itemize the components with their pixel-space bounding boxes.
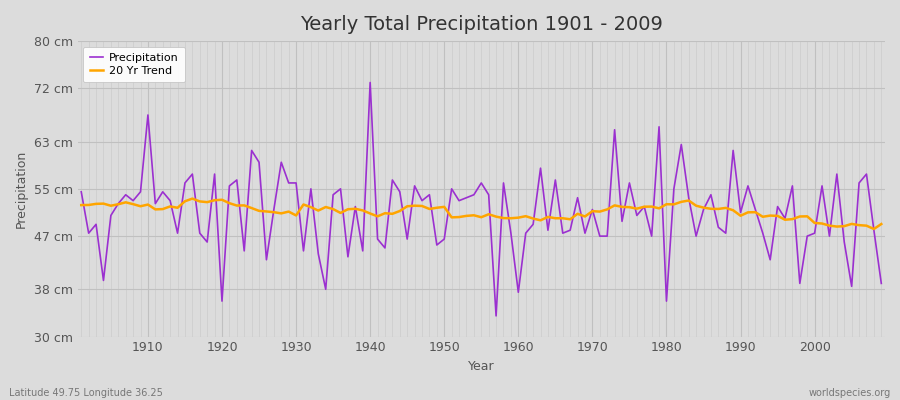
Precipitation — [135, 190, 146, 194]
Precipitation — [298, 248, 309, 253]
20 Yr Trend — [513, 215, 524, 220]
X-axis label: Year: Year — [468, 360, 495, 373]
20 Yr Trend — [187, 196, 198, 201]
Line: 20 Yr Trend: 20 Yr Trend — [81, 198, 881, 229]
Text: Latitude 49.75 Longitude 36.25: Latitude 49.75 Longitude 36.25 — [9, 388, 163, 398]
20 Yr Trend — [305, 205, 316, 210]
Precipitation — [76, 190, 86, 194]
Line: Precipitation: Precipitation — [81, 82, 881, 316]
20 Yr Trend — [876, 222, 886, 226]
Precipitation — [520, 231, 531, 236]
20 Yr Trend — [135, 204, 146, 209]
20 Yr Trend — [350, 206, 361, 211]
Legend: Precipitation, 20 Yr Trend: Precipitation, 20 Yr Trend — [83, 47, 185, 82]
Title: Yearly Total Precipitation 1901 - 2009: Yearly Total Precipitation 1901 - 2009 — [300, 15, 662, 34]
20 Yr Trend — [868, 226, 879, 231]
Text: worldspecies.org: worldspecies.org — [809, 388, 891, 398]
Precipitation — [876, 281, 886, 286]
Precipitation — [364, 80, 375, 85]
Precipitation — [616, 219, 627, 224]
20 Yr Trend — [520, 214, 531, 218]
Precipitation — [527, 222, 538, 227]
Y-axis label: Precipitation: Precipitation — [15, 150, 28, 228]
Precipitation — [343, 254, 354, 259]
20 Yr Trend — [76, 203, 86, 208]
Precipitation — [491, 314, 501, 318]
20 Yr Trend — [609, 203, 620, 208]
